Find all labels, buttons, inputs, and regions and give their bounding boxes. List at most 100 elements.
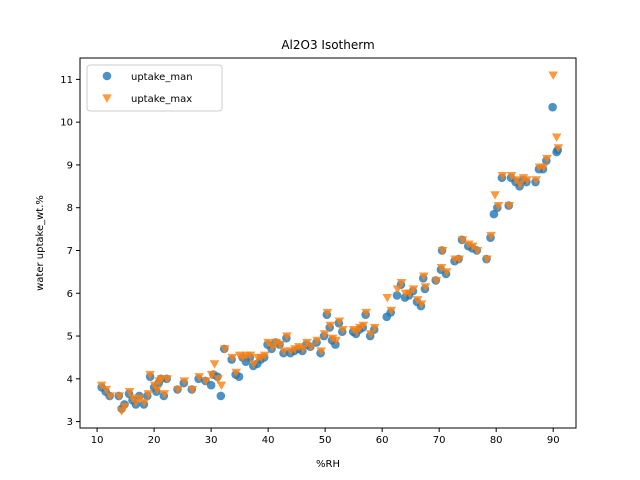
data-point-uptake_max-85 [464, 240, 474, 249]
data-point-uptake_max-92 [497, 172, 508, 181]
data-point-uptake_max-91 [493, 201, 504, 211]
data-point-uptake_max-74 [412, 296, 423, 305]
data-point-uptake_max-89 [486, 231, 496, 241]
data-point-uptake_man-69 [392, 291, 402, 300]
data-point-uptake_max-1 [101, 385, 112, 395]
data-point-uptake_max-102 [542, 154, 552, 164]
data-point-uptake_man-24 [206, 380, 216, 390]
x-tick-label-10: 10 [91, 435, 104, 446]
y-tick-label-11: 11 [60, 75, 73, 86]
data-point-uptake_max-69 [392, 285, 403, 294]
data-point-uptake_max-77 [418, 272, 429, 281]
legend-box [86, 64, 223, 112]
data-point-uptake_max-27 [216, 381, 227, 391]
data-point-uptake_max-66 [369, 323, 380, 333]
data-point-uptake_max-10 [139, 398, 150, 408]
data-point-uptake_max-67 [382, 293, 393, 303]
data-point-uptake_max-26 [213, 375, 223, 384]
data-point-uptake_max-25 [209, 360, 220, 369]
y-tick-label-5: 5 [67, 332, 73, 343]
data-point-uptake_max-101 [538, 163, 549, 172]
y-axis-label: water uptake_wt.% [35, 195, 46, 291]
data-point-uptake_max-44 [282, 332, 292, 341]
legend-label-uptake_man: uptake_man [131, 72, 193, 83]
data-point-uptake_max-98 [522, 176, 532, 185]
data-point-uptake_max-20 [179, 377, 190, 386]
legend-marker-uptake_max [102, 94, 112, 103]
data-point-uptake_max-47 [294, 343, 304, 352]
data-point-uptake_max-8 [131, 398, 141, 408]
data-point-uptake_max-38 [259, 351, 270, 361]
y-tick-label-4: 4 [67, 374, 73, 385]
y-tick-label-3: 3 [67, 417, 73, 428]
data-point-uptake_max-9 [135, 394, 145, 403]
x-tick-label-30: 30 [205, 435, 218, 446]
x-axis-ticks: 10 20 30 40 50 60 70 80 90 [91, 428, 560, 446]
data-point-uptake_max-103 [548, 71, 558, 80]
legend-label-uptake_max: uptake_max [131, 94, 192, 105]
x-axis-label: %RH [316, 459, 340, 470]
data-point-uptake_max-52 [316, 347, 326, 356]
data-point-uptake_man-57 [331, 340, 340, 349]
plot-area-frame [79, 57, 577, 429]
x-tick-label-50: 50 [319, 435, 332, 446]
data-point-uptake_max-22 [194, 373, 204, 382]
data-point-uptake_max-86 [468, 242, 478, 252]
data-point-uptake_man-103 [548, 102, 557, 112]
data-point-uptake_max-84 [457, 236, 468, 245]
data-point-uptake_max-48 [298, 345, 308, 354]
data-point-uptake_max-87 [472, 246, 483, 256]
legend: uptake_man uptake_max [86, 64, 223, 112]
data-point-uptake_max-64 [361, 308, 371, 318]
data-point-uptake_max-81 [441, 268, 452, 277]
data-point-uptake_max-95 [511, 176, 521, 185]
data-point-uptake_max-13 [149, 381, 160, 391]
series-uptake_max [96, 71, 564, 416]
x-tick-label-70: 70 [433, 435, 446, 446]
data-point-uptake_max-39 [263, 338, 273, 348]
data-point-uptake_max-49 [302, 338, 312, 348]
data-point-uptake_max-53 [319, 330, 330, 339]
data-point-uptake_max-11 [143, 390, 154, 399]
data-point-uptake_max-50 [306, 343, 316, 352]
y-tick-label-9: 9 [67, 160, 73, 171]
data-point-uptake_max-23 [201, 377, 211, 386]
data-point-uptake_max-2 [105, 392, 116, 401]
data-point-uptake_max-6 [124, 388, 135, 397]
data-point-uptake_max-96 [515, 180, 525, 189]
data-point-uptake_max-34 [245, 351, 256, 361]
data-point-uptake_max-73 [408, 285, 419, 294]
data-point-uptake_max-51 [312, 336, 322, 346]
data-point-uptake_max-57 [331, 336, 341, 346]
data-point-uptake_max-72 [404, 289, 415, 299]
data-point-uptake_max-76 [420, 283, 431, 292]
data-point-uptake_max-14 [152, 385, 162, 395]
chart-title: Al2O3 Isotherm [281, 38, 374, 52]
data-points [96, 71, 564, 416]
data-point-uptake_max-63 [358, 321, 369, 331]
data-point-uptake_max-35 [249, 360, 259, 369]
data-point-uptake_max-41 [271, 338, 281, 348]
data-point-uptake_max-29 [227, 353, 238, 363]
y-tick-label-6: 6 [67, 289, 73, 300]
data-point-uptake_max-5 [119, 403, 130, 412]
data-point-uptake_max-12 [145, 370, 155, 380]
x-tick-label-90: 90 [547, 435, 560, 446]
data-point-uptake_max-79 [436, 263, 447, 273]
data-point-uptake_max-42 [275, 340, 285, 350]
data-point-uptake_max-75 [416, 300, 427, 309]
data-point-uptake_max-58 [334, 317, 345, 326]
y-tick-label-8: 8 [67, 203, 73, 214]
y-axis-ticks: 3 4 5 6 7 8 9 10 11 [60, 75, 80, 428]
data-point-uptake_max-0 [96, 381, 107, 391]
x-tick-label-40: 40 [262, 435, 275, 446]
data-point-uptake_max-78 [431, 276, 442, 286]
data-point-uptake_max-93 [504, 201, 515, 211]
data-point-uptake_max-24 [206, 370, 217, 380]
data-point-uptake_max-28 [220, 345, 230, 354]
data-point-uptake_max-68 [386, 306, 397, 316]
y-tick-label-7: 7 [67, 246, 73, 257]
data-point-uptake_max-104 [551, 133, 562, 142]
data-point-uptake_man-90 [489, 209, 499, 219]
data-point-uptake_max-105 [553, 144, 564, 153]
